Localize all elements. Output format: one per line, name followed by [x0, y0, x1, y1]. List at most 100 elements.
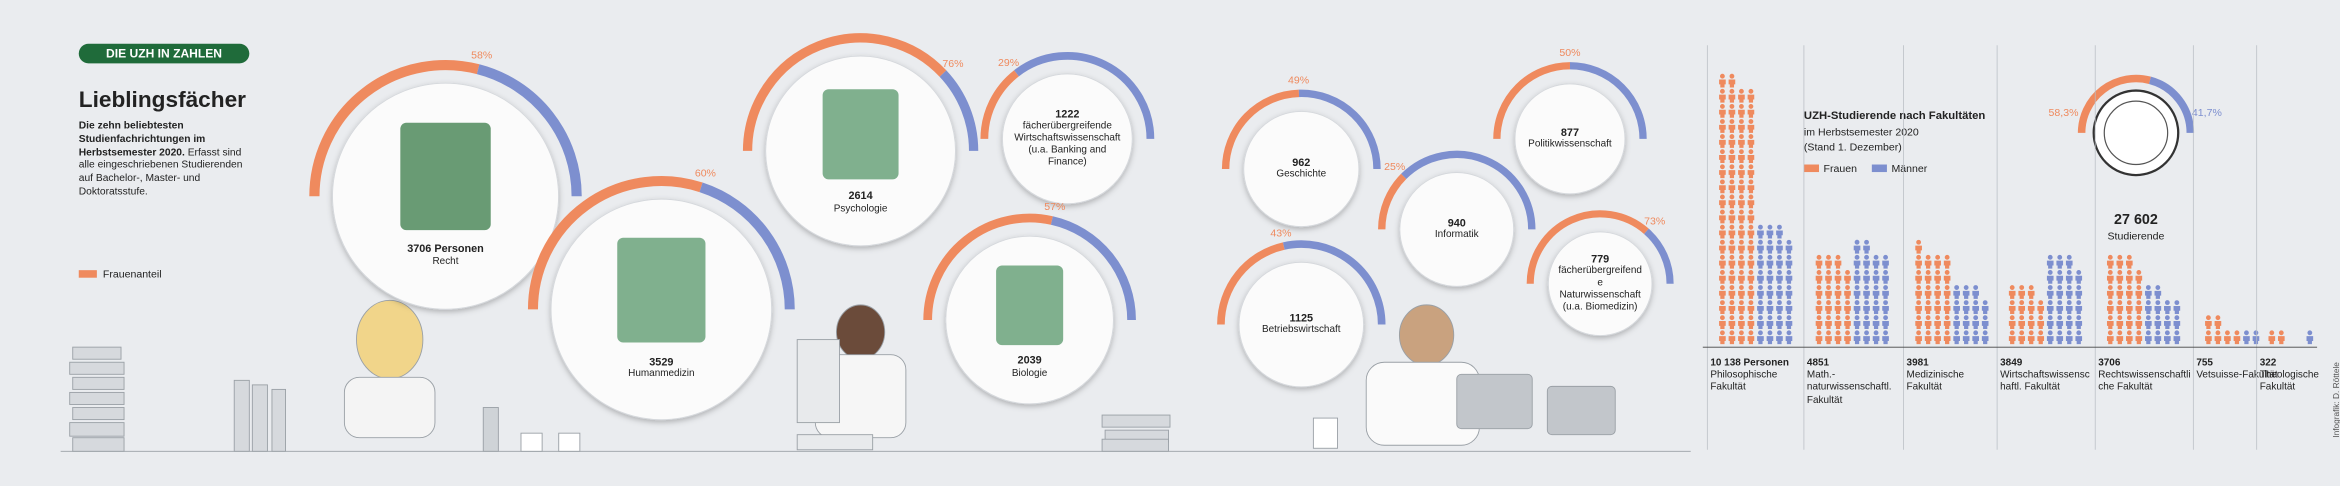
decoration — [60, 299, 1691, 452]
total-arc-women — [2077, 74, 2151, 133]
subject-name: fächerübergreifende Naturwissenschaft (u… — [1558, 266, 1642, 314]
legend-swatch — [78, 270, 97, 278]
fac-count: 755 — [2196, 357, 2213, 369]
men-icons — [1757, 224, 1793, 345]
subject-name: Politikwissenschaft — [1528, 139, 1612, 150]
icon — [996, 265, 1064, 346]
men-icons — [2243, 330, 2260, 345]
subject-circle — [1399, 172, 1515, 287]
men-share: 41,7% — [2192, 107, 2222, 119]
arc-women — [1493, 62, 1571, 139]
arc-men — [1298, 89, 1381, 170]
faculties: UZH-Studierende nach Fakultäten im Herbst… — [1702, 45, 2320, 450]
arc-women — [309, 60, 480, 197]
women-icons — [2008, 285, 2045, 345]
arc-women — [742, 33, 947, 151]
fac-count: 322 — [2259, 357, 2277, 369]
women-icons — [2268, 330, 2285, 345]
subject-label: 2039 Biologie — [958, 355, 1100, 380]
subject-count: 3706 Personen — [407, 243, 484, 256]
arc-women — [527, 176, 703, 310]
pct-label: 50% — [1559, 47, 1580, 59]
fac-name: Math.-naturwissenschaftl. Fakultät — [1806, 370, 1892, 406]
subject-label: 3706 Personen Recht — [349, 244, 541, 269]
men-icons — [1953, 285, 1989, 345]
subject-label: 1125 Betriebswirtschaft — [1248, 272, 1354, 378]
legend-label: Frauenanteil — [103, 268, 162, 280]
arc-men — [1643, 228, 1674, 284]
men-icons — [1853, 239, 1889, 345]
subject-count: 1125 — [1289, 310, 1314, 324]
arc-men — [1282, 240, 1386, 325]
subject-label: 2614 Psychologie — [780, 191, 941, 216]
fac-label: 4851 Math.-naturwissenschaftl. Fakultät — [1807, 358, 1901, 408]
arc-women — [1378, 173, 1407, 230]
arc-women — [1526, 210, 1649, 284]
arc-men — [1569, 62, 1647, 139]
subject-circle — [1238, 261, 1365, 388]
fac-label: 322 Theologische Fakultät — [2260, 358, 2320, 395]
arc-men — [1050, 216, 1136, 321]
subject-circle — [1514, 83, 1626, 195]
subject-label: 1222 fächerübergreifende Wirtschaftswisse… — [1012, 84, 1122, 194]
subject-count: 779 — [1591, 251, 1610, 265]
fac-note: (Stand 1. Dezember) — [1804, 142, 1902, 154]
intro: Die zehn beliebtesten Studienfachrichtun… — [78, 120, 243, 198]
badge-text: DIE UZH IN ZAHLEN — [106, 47, 222, 61]
intro-text: Erfasst sind alle eingeschriebenen Studi… — [78, 147, 243, 198]
intro-bold: Die zehn beliebtesten Studienfachrichtun… — [78, 120, 206, 158]
fac-count: 3981 — [1906, 357, 1929, 369]
fac-name: Theologische Fakultät — [2259, 370, 2319, 394]
fac-name: Vetsuisse-Fakultät — [2196, 370, 2278, 381]
pct-label: 49% — [1288, 74, 1309, 86]
legend-label: Frauen — [1824, 163, 1858, 175]
pct-label: 73% — [1644, 216, 1665, 228]
total: 27 602 — [2114, 212, 2158, 228]
fac-count: 3849 — [2000, 357, 2023, 369]
women-icons — [2205, 315, 2241, 345]
subject-name: Recht — [432, 256, 459, 268]
subject-count: 877 — [1560, 124, 1580, 139]
fac-label: 10 138 Personen Philosophische Fakultät — [1710, 358, 1804, 395]
seal — [2092, 89, 2180, 177]
subject-name: Betriebswirtschaft — [1261, 325, 1341, 336]
arc-men — [1401, 150, 1536, 230]
pct-label: 29% — [998, 57, 1019, 69]
subject-count: 3529 — [649, 355, 674, 368]
icon — [400, 122, 491, 231]
subject-count: 962 — [1292, 154, 1311, 169]
subject-name: Geschichte — [1276, 169, 1327, 181]
subject-count: 2039 — [1017, 355, 1042, 368]
subject-label: 877 Politikwissenschaft — [1523, 92, 1616, 185]
subject-count: 2614 — [848, 190, 873, 203]
women-share: 58,3% — [2049, 107, 2079, 119]
men-icons — [2046, 254, 2083, 345]
fac-name: Medizinische Fakultät — [1906, 370, 1965, 394]
pct-label: 57% — [1044, 201, 1065, 213]
pct-label: 58% — [471, 49, 492, 61]
icon — [822, 89, 899, 180]
arc-women — [923, 213, 1053, 320]
badge — [78, 43, 250, 64]
arc-men — [939, 70, 979, 152]
fac-name: Philosophische Fakultät — [1710, 370, 1778, 394]
fac-label: 755 Vetsuisse-Fakultät — [2196, 358, 2290, 383]
fac-name: Wirtschaftswissenschaftl. Fakultät — [2000, 370, 2090, 394]
subject-name: Informatik — [1434, 229, 1479, 241]
subject-name: Psychologie — [833, 204, 888, 215]
legend-label: Männer — [1891, 163, 1927, 175]
arc-women — [1217, 242, 1285, 325]
women-icons — [1719, 73, 1755, 345]
fac-subtitle: im Herbstsemester 2020 — [1804, 127, 1919, 139]
